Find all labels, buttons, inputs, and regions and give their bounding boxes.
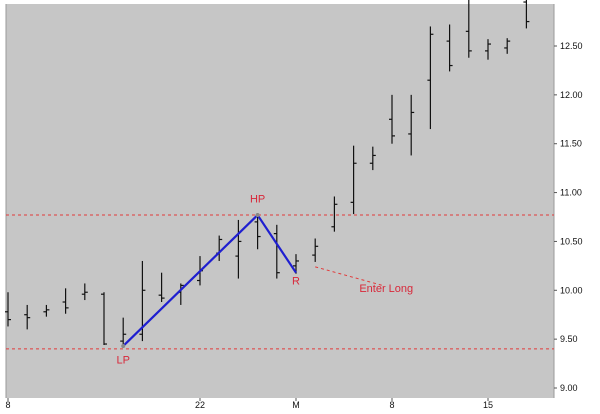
annotation-hp: HP: [250, 193, 265, 205]
pivot-marker-0: [121, 343, 126, 348]
plot-background: [6, 4, 554, 398]
y-tick-label-2: 10.00: [560, 285, 583, 295]
y-tick-label-5: 11.50: [560, 139, 582, 149]
x-tick-label-1: 22: [195, 400, 205, 410]
x-tick-label-4: 15: [483, 400, 493, 410]
annotation-lp: LP: [116, 355, 129, 367]
x-tick-label-3: 8: [389, 400, 394, 410]
x-tick-label-0: 8: [5, 400, 10, 410]
y-tick-label-4: 11.00: [560, 188, 582, 198]
annotation-enter-long: Enter Long: [359, 283, 413, 295]
y-tick-label-0: 9.00: [560, 383, 578, 393]
y-tick-label-7: 12.50: [560, 41, 583, 51]
pivot-marker-1: [255, 213, 260, 218]
y-tick-label-6: 12.00: [560, 90, 583, 100]
y-tick-label-1: 9.50: [560, 334, 578, 344]
y-tick-label-3: 10.50: [560, 236, 583, 246]
annotation-r: R: [292, 275, 300, 287]
x-tick-label-2: M: [292, 400, 300, 410]
